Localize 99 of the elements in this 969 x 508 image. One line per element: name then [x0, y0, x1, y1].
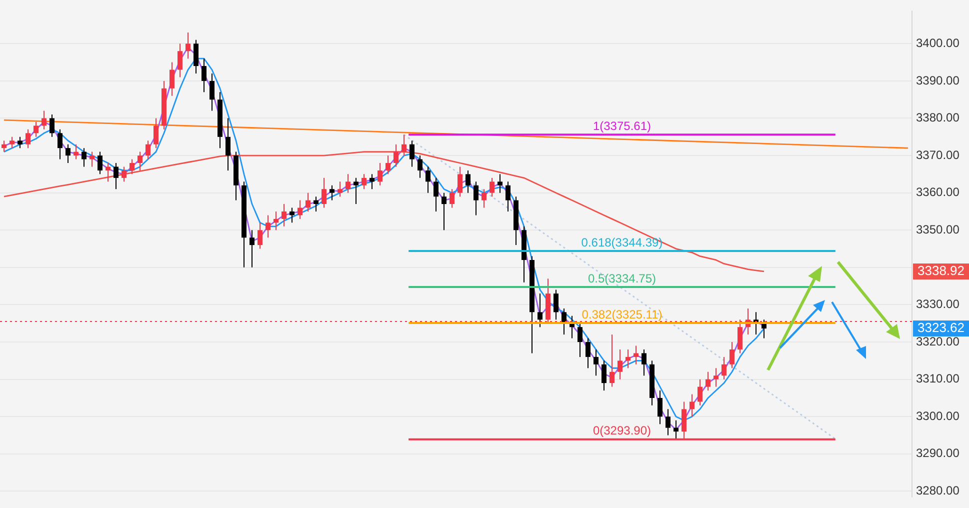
candlestick	[226, 118, 230, 171]
candlestick	[186, 32, 190, 60]
candlestick	[714, 368, 718, 388]
candlestick	[194, 39, 198, 74]
candlestick	[346, 174, 350, 194]
y-tick-label: 3320.00	[916, 334, 960, 348]
y-tick-label: 3380.00	[916, 110, 960, 125]
candlestick	[18, 136, 22, 149]
candlestick	[354, 177, 358, 205]
candlestick	[730, 342, 734, 369]
candlestick	[2, 140, 6, 152]
candlestick	[490, 177, 494, 198]
y-tick-label: 3330.00	[916, 297, 960, 312]
candlestick	[282, 204, 286, 227]
ref-line-label: 0.5(3334.75)	[588, 271, 656, 286]
y-tick-label: 3310.00	[916, 372, 960, 386]
candlestick	[82, 148, 86, 168]
candlestick	[170, 62, 174, 96]
candlestick	[98, 151, 102, 175]
candlestick	[210, 72, 214, 112]
y-tick-label: 3370.00	[916, 148, 960, 162]
candlestick	[314, 196, 318, 212]
candlestick	[42, 110, 46, 130]
candlestick	[130, 158, 134, 175]
candlestick	[482, 188, 486, 208]
candlestick	[610, 334, 614, 388]
candlestick	[426, 166, 430, 194]
candlestick	[154, 118, 158, 149]
candlestick	[394, 144, 398, 168]
candlestick	[634, 345, 638, 365]
candlestick	[146, 140, 150, 160]
y-tick-label: 3300.00	[916, 408, 960, 423]
candlestick	[666, 408, 670, 436]
candlestick	[538, 293, 542, 328]
candlestick	[722, 356, 726, 380]
y-tick-label: 3390.00	[916, 73, 960, 88]
candlestick	[642, 348, 646, 376]
candlestick	[698, 378, 702, 406]
candlestick	[258, 222, 262, 250]
candlestick	[266, 214, 270, 238]
y-tick-label: 3350.00	[916, 222, 960, 236]
candlestick	[370, 174, 374, 190]
candlestick	[458, 166, 462, 198]
candlestick	[322, 177, 326, 208]
candlestick	[330, 184, 334, 201]
candlestick	[66, 144, 70, 164]
candlestick	[402, 134, 406, 156]
candlestick	[706, 371, 710, 392]
candlestick	[434, 177, 438, 212]
candlestick	[450, 188, 454, 208]
candlestick	[250, 230, 254, 268]
candlestick	[474, 181, 478, 216]
candlestick	[410, 140, 414, 168]
y-tick-label: 3290.00	[916, 446, 960, 460]
candlestick	[274, 210, 278, 231]
candlestick	[658, 390, 662, 425]
candlestick	[362, 174, 366, 190]
y-tick-label: 3400.00	[916, 36, 960, 50]
candlestick	[114, 162, 118, 190]
candlestick	[506, 181, 510, 212]
text: 3338.92	[918, 263, 964, 278]
candlestick	[626, 348, 630, 369]
candlestick	[202, 58, 206, 93]
candlestick	[602, 360, 606, 392]
ref-line-label: 1(3375.61)	[592, 118, 652, 133]
candlestick	[298, 200, 302, 220]
candlestick	[554, 289, 558, 320]
candlestick	[178, 43, 182, 78]
candlestick	[50, 114, 54, 138]
candlestick	[466, 170, 470, 194]
y-tick-label: 3280.00	[916, 484, 960, 498]
candlestick	[74, 144, 78, 160]
ref-line-label: 0.382(3325.11)	[582, 307, 662, 322]
candlestick	[290, 207, 294, 224]
candlestick	[674, 420, 678, 440]
candlestick	[578, 322, 582, 358]
candlestick	[618, 348, 622, 380]
candlestick	[26, 128, 30, 149]
candlestick	[442, 192, 446, 231]
candlestick	[338, 181, 342, 198]
candlestick	[586, 338, 590, 369]
candlestick	[306, 192, 310, 212]
candlestick	[594, 348, 598, 376]
ref-line-label: 0(3293.90)	[592, 424, 652, 438]
candlestick	[90, 151, 94, 168]
text: 3323.62	[918, 320, 964, 336]
candlestick	[386, 155, 390, 175]
candlestick	[378, 162, 382, 186]
candlestick	[498, 174, 502, 194]
candlestick	[10, 136, 14, 149]
candlestick	[138, 151, 142, 171]
candlestick	[34, 121, 38, 138]
candlestick	[418, 155, 422, 178]
candlestick	[122, 166, 126, 182]
candlestick	[58, 128, 62, 160]
candlestick	[106, 162, 110, 182]
ref-line-label: 0.618(3344.39)	[581, 235, 663, 250]
y-tick-label: 3360.00	[916, 185, 960, 200]
candlestick	[690, 394, 694, 418]
